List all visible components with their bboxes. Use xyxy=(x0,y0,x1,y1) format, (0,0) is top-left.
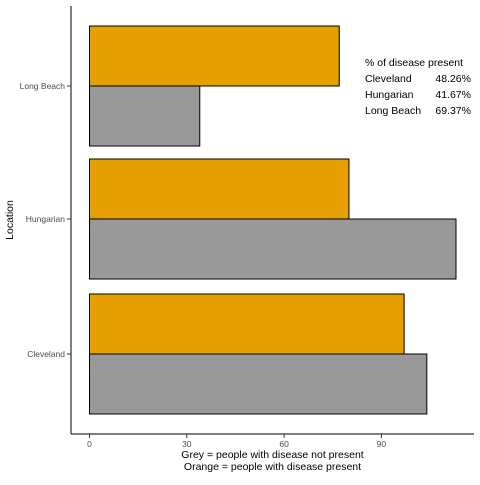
annotation-value: 48.26% xyxy=(435,73,471,85)
annotation-label: Hungarian xyxy=(365,89,414,101)
y-tick-label: Cleveland xyxy=(27,349,65,359)
bar-cleveland-disease-not-present xyxy=(89,353,428,415)
x-tick-label: 60 xyxy=(279,439,289,449)
bar-hungarian-disease-present xyxy=(89,158,350,220)
y-tick-label: Long Beach xyxy=(20,81,66,91)
annotation-label: Long Beach xyxy=(365,105,421,117)
x-tick-label: 90 xyxy=(377,439,387,449)
bar-cleveland-disease-present xyxy=(89,293,405,355)
y-tick-label: Hungarian xyxy=(26,214,65,224)
annotation-value: 69.37% xyxy=(435,105,471,117)
annotation-label: Cleveland xyxy=(365,73,412,85)
y-axis-label: Location xyxy=(4,200,16,240)
bar-hungarian-disease-not-present xyxy=(89,218,457,280)
x-axis-label-line: Orange = people with disease present xyxy=(184,461,361,473)
x-tick-label: 30 xyxy=(182,439,192,449)
annotation-value: 41.67% xyxy=(435,89,471,101)
bar-long-beach-disease-present xyxy=(89,25,340,87)
x-tick-label: 0 xyxy=(87,439,92,449)
annotation-header: % of disease present xyxy=(365,57,463,69)
bar-long-beach-disease-not-present xyxy=(89,85,201,147)
x-axis-label-line: Grey = people with disease not present xyxy=(181,449,363,461)
